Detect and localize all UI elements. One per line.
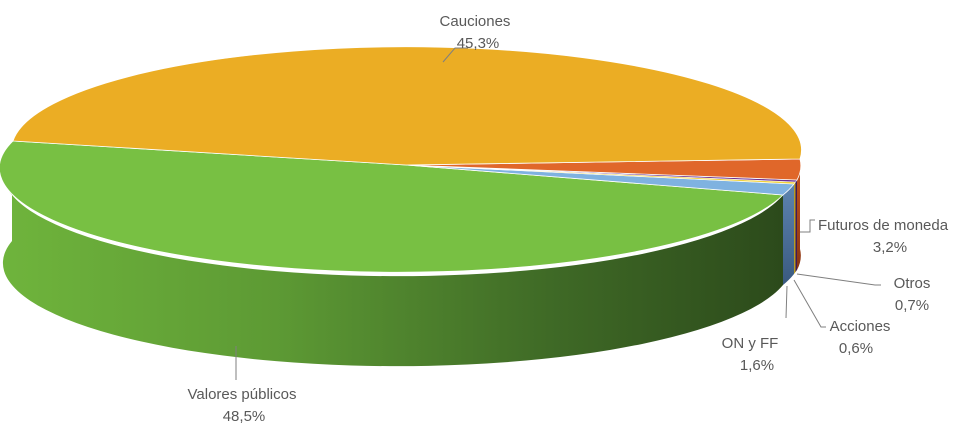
futuros-de-moneda-label: Futuros de moneda — [818, 217, 949, 234]
futuros-de-moneda-side — [797, 159, 801, 270]
cauciones-slice — [12, 46, 802, 166]
cauciones-value: 45,3% — [457, 35, 500, 52]
acciones-leader — [793, 279, 826, 328]
futuros-de-moneda-value: 3,2% — [873, 239, 907, 256]
otros-leader — [796, 273, 881, 286]
otros-value: 0,7% — [895, 297, 929, 314]
on-y-ff-value: 1,6% — [740, 357, 774, 374]
acciones-label: Acciones — [830, 318, 891, 335]
cauciones-label: Cauciones — [440, 13, 511, 30]
valores-publicos-value: 48,5% — [223, 408, 266, 425]
cauciones-leader — [442, 47, 468, 63]
valores-publicos-slice — [0, 140, 784, 273]
acciones-side — [794, 182, 796, 274]
valores-publicos-side — [2, 151, 784, 367]
futuros-de-moneda-leader — [800, 219, 815, 233]
otros-side — [795, 180, 797, 272]
valores-publicos-label: Valores públicos — [188, 386, 297, 403]
on-y-ff-label: ON y FF — [722, 335, 779, 352]
acciones-value: 0,6% — [839, 340, 873, 357]
on-y-ff-leader — [785, 285, 788, 319]
on-y-ff-side — [783, 184, 794, 285]
otros-label: Otros — [894, 275, 931, 292]
